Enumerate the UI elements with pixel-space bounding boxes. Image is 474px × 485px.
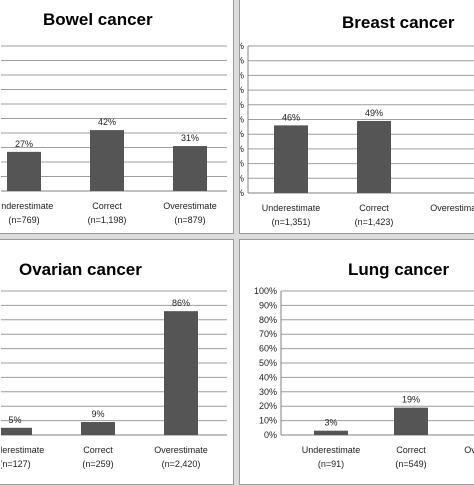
bar-lung-0	[314, 430, 348, 435]
ytick-label-breast: 60%	[239, 100, 244, 110]
ytick-label-breast: 70%	[239, 85, 244, 95]
ytick-label-lung: 90%	[259, 300, 277, 310]
data-label-bowel-0: 27%	[15, 139, 33, 149]
category-count-bowel-0: (n=769)	[8, 215, 39, 225]
ytick-label-breast: 10%	[239, 173, 244, 183]
category-label-breast-1: Correct	[359, 203, 389, 213]
bar-ovarian-1	[81, 422, 115, 435]
chart-svg-ovarian: Ovarian cancer 5% Underestimate (n=127) 9% Co…	[1, 260, 227, 469]
category-label-ovarian-1: Correct	[83, 445, 113, 455]
data-label-lung-0: 3%	[324, 418, 337, 428]
category-count-lung-1: (n=549)	[395, 459, 426, 469]
ytick-label-lung: 50%	[259, 358, 277, 368]
ytick-label-breast: 0%	[239, 188, 244, 198]
ytick-label-breast: 80%	[239, 70, 244, 80]
ytick-label-lung: 70%	[259, 329, 277, 339]
data-label-ovarian-0: 5%	[8, 415, 21, 425]
ytick-label-lung: 100%	[254, 286, 277, 296]
chart-svg-bowel: Bowel cancer 27% Underestimate (n=769) 42% Co…	[1, 10, 227, 225]
data-label-ovarian-2: 86%	[172, 298, 190, 308]
category-count-ovarian-2: (n=2,420)	[162, 459, 201, 469]
bar-bowel-2	[173, 146, 207, 191]
chart-svg-lung: 0% 10% 20% 30% 40% 50% 60% 70% 80% 90% 100% Lung ca…	[254, 260, 474, 469]
ytick-label-breast: 50%	[239, 115, 244, 125]
bar-bowel-0	[7, 151, 41, 191]
category-count-bowel-1: (n=1,198)	[88, 215, 127, 225]
ytick-label-breast: 30%	[239, 144, 244, 154]
category-count-ovarian-0: (n=127)	[1, 459, 31, 469]
ytick-label-breast: 20%	[239, 159, 244, 169]
chart-svg-breast: 0% 10% 20% 30% 40% 50% 60% 70% 80% 90% 100% Breast …	[239, 13, 474, 227]
category-label-bowel-0: Underestimate	[1, 201, 53, 211]
category-label-lung-2: Overestimate	[464, 445, 474, 455]
ytick-label-breast: 90%	[239, 56, 244, 66]
bar-breast-0	[274, 125, 308, 193]
ytick-label-lung: 80%	[259, 315, 277, 325]
bar-ovarian-2	[164, 311, 198, 435]
category-count-breast-1: (n=1,423)	[355, 217, 394, 227]
data-label-ovarian-1: 9%	[91, 409, 104, 419]
chart-panel-ovarian: Ovarian cancer 5% Underestimate (n=127) 9% Co…	[0, 239, 234, 485]
ytick-label-breast: 100%	[239, 41, 244, 51]
category-count-bowel-2: (n=879)	[174, 215, 205, 225]
chart-panel-breast: 0% 10% 20% 30% 40% 50% 60% 70% 80% 90% 100% Breast …	[239, 0, 474, 234]
category-label-ovarian-0: Underestimate	[1, 445, 44, 455]
category-label-lung-0: Underestimate	[302, 445, 361, 455]
ytick-label-breast: 40%	[239, 129, 244, 139]
bar-breast-1	[357, 120, 391, 193]
data-label-breast-1: 49%	[365, 108, 383, 118]
category-label-ovarian-2: Overestimate	[154, 445, 208, 455]
data-label-breast-0: 46%	[282, 112, 300, 122]
chart-title-breast: Breast cancer	[342, 13, 455, 32]
ytick-label-lung: 60%	[259, 344, 277, 354]
bar-bowel-1	[90, 130, 124, 191]
data-label-lung-1: 19%	[402, 395, 420, 405]
category-label-bowel-1: Correct	[92, 201, 122, 211]
category-count-breast-0: (n=1,351)	[272, 217, 311, 227]
ytick-label-lung: 40%	[259, 372, 277, 382]
category-label-breast-0: Underestimate	[262, 203, 321, 213]
category-label-lung-1: Correct	[396, 445, 426, 455]
category-label-bowel-2: Overestimate	[163, 201, 217, 211]
chart-panel-bowel: Bowel cancer 27% Underestimate (n=769) 42% Co…	[0, 0, 234, 234]
chart-panel-lung: 0% 10% 20% 30% 40% 50% 60% 70% 80% 90% 100% Lung ca…	[239, 239, 474, 485]
ytick-label-lung: 20%	[259, 401, 277, 411]
chart-title-lung: Lung cancer	[348, 260, 449, 279]
category-count-lung-0: (n=91)	[318, 459, 344, 469]
bar-lung-1	[394, 407, 428, 435]
category-count-ovarian-1: (n=259)	[82, 459, 113, 469]
data-label-bowel-1: 42%	[98, 117, 116, 127]
chart-title-ovarian: Ovarian cancer	[19, 260, 142, 279]
ytick-label-lung: 0%	[264, 430, 277, 440]
category-label-breast-2: Overestimate	[430, 203, 474, 213]
chart-title-bowel: Bowel cancer	[43, 10, 153, 29]
ytick-label-lung: 10%	[259, 416, 277, 426]
ytick-label-lung: 30%	[259, 387, 277, 397]
bar-ovarian-0	[1, 427, 32, 435]
data-label-bowel-2: 31%	[181, 133, 199, 143]
